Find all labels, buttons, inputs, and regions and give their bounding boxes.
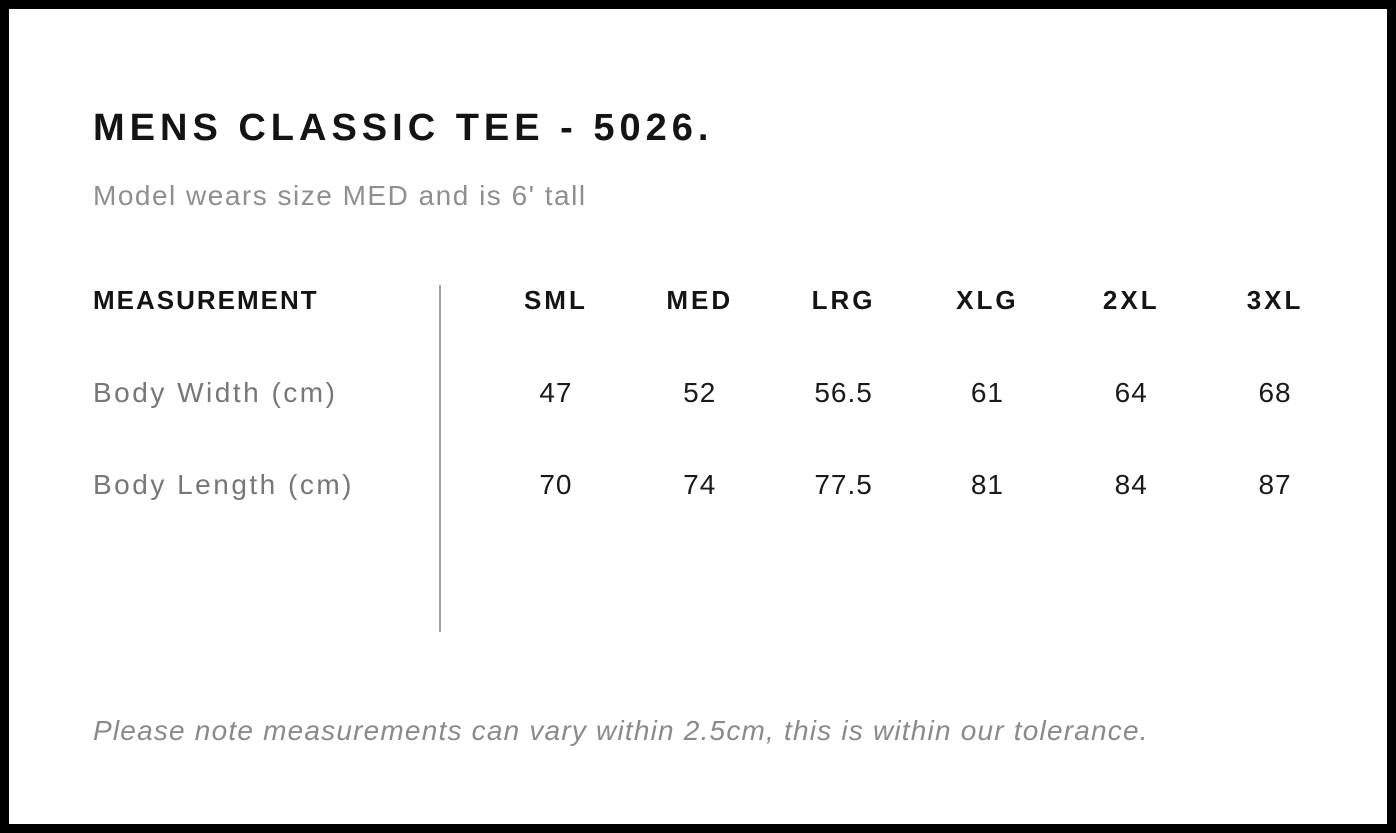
body-length-2xl-value: 84 [1114, 469, 1148, 500]
size-column-header-2xl: 2XL [1102, 285, 1160, 315]
body-width-3xl-value: 68 [1258, 377, 1292, 408]
table-row-body-length: Body Length (cm) 70 74 77.5 81 84 87 [93, 469, 1347, 500]
body-width-lrg-value: 56.5 [814, 377, 873, 408]
column-divider [439, 285, 441, 632]
table-header-row: MEASUREMENT SML MED LRG XLG 2XL 3XL [93, 285, 1347, 315]
body-length-3xl-value: 87 [1258, 469, 1292, 500]
row-label-body-width: Body Width (cm) [93, 377, 338, 408]
body-length-xlg-value: 81 [970, 469, 1004, 500]
size-column-header-3xl: 3XL [1246, 285, 1304, 315]
table-row-body-width: Body Width (cm) 47 52 56.5 61 64 68 [93, 377, 1347, 408]
body-length-lrg-value: 77.5 [814, 469, 873, 500]
size-column-header-lrg: LRG [811, 285, 876, 315]
size-chart-page: MENS CLASSIC TEE - 5026. Model wears siz… [9, 108, 1387, 748]
product-subtitle: Model wears size MED and is 6' tall [93, 180, 587, 211]
body-width-2xl-value: 64 [1114, 377, 1148, 408]
row-label-body-length: Body Length (cm) [93, 469, 354, 500]
size-column-header-xlg: XLG [956, 285, 1019, 315]
body-width-xlg-value: 61 [970, 377, 1004, 408]
tolerance-note: Please note measurements can vary within… [93, 715, 1149, 746]
product-title: MENS CLASSIC TEE - 5026. [93, 107, 714, 149]
size-column-header-med: MED [666, 285, 734, 315]
size-chart-table: MEASUREMENT SML MED LRG XLG 2XL 3XL Body… [93, 285, 1347, 632]
body-width-sml-value: 47 [539, 377, 573, 408]
body-length-med-value: 74 [683, 469, 717, 500]
measurement-column-header: MEASUREMENT [93, 285, 319, 315]
body-length-sml-value: 70 [539, 469, 573, 500]
size-column-header-sml: SML [523, 285, 588, 315]
body-width-med-value: 52 [683, 377, 717, 408]
